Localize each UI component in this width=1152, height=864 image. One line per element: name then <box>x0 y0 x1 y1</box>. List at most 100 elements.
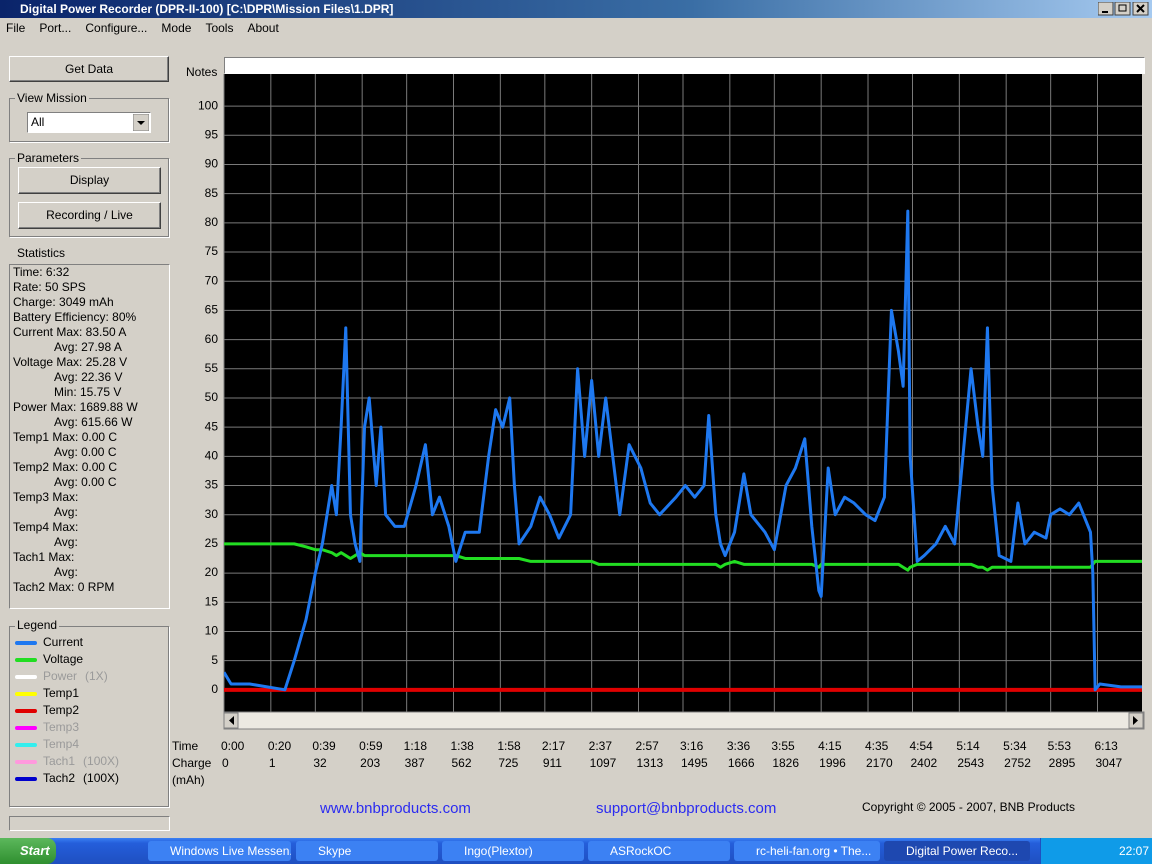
taskbar: Start 22:07 Windows Live Messen... Skype I… <box>0 838 1152 864</box>
x2-tick-label: 725 <box>498 756 518 770</box>
taskbar-button[interactable]: Windows Live Messen... <box>148 841 291 861</box>
legend-swatch <box>15 640 37 645</box>
legend-swatch <box>15 742 37 747</box>
legend-swatch <box>15 725 37 730</box>
y-tick-label: 60 <box>205 332 219 346</box>
legend-label: Tach2 <box>43 771 76 785</box>
x2-tick-label: 32 <box>313 756 327 770</box>
maximize-button[interactable] <box>1114 2 1131 16</box>
view-mission-group <box>9 98 169 142</box>
y-tick-label: 95 <box>205 127 219 141</box>
notes-input[interactable] <box>224 57 1145 74</box>
legend-scale: (100X) <box>83 771 120 785</box>
x-tick-label: 0:39 <box>312 739 336 753</box>
menu-item[interactable]: Mode <box>161 21 192 35</box>
clock: 22:07 <box>1119 844 1150 858</box>
x-tick-label: 4:15 <box>818 739 842 753</box>
legend-label: Current <box>43 635 84 649</box>
taskbar-button[interactable]: Ingo(Plextor) <box>442 841 584 861</box>
combo-arrow[interactable] <box>133 114 149 131</box>
x2-tick-label: 911 <box>543 756 562 770</box>
display-button[interactable]: Display <box>18 167 161 194</box>
y-tick-label: 15 <box>205 594 219 608</box>
statistic-line: Avg: <box>54 565 78 579</box>
statistic-line: Avg: <box>54 505 78 519</box>
menu-item[interactable]: Configure... <box>85 21 148 35</box>
legend-label: Power <box>43 669 78 683</box>
statistic-line: Avg: <box>54 535 78 549</box>
x-tick-label: 0:20 <box>268 739 292 753</box>
x-tick-label: 0:00 <box>221 739 245 753</box>
x2-tick-label: 3047 <box>1096 756 1123 770</box>
x-tick-label: 1:38 <box>451 739 475 753</box>
legend-group <box>9 626 169 807</box>
title-bar: Digital Power Recorder (DPR-II-100) [C:\… <box>0 0 1152 18</box>
legend-swatch <box>15 708 37 713</box>
y-tick-label: 5 <box>211 653 218 667</box>
get-data-button[interactable]: Get Data <box>9 56 169 82</box>
statistic-line: Current Max: 83.50 A <box>13 325 127 339</box>
group-label: View Mission <box>15 91 89 105</box>
legend-entry: Temp2 <box>9 702 167 719</box>
scrollbar[interactable] <box>223 711 1145 730</box>
email-link[interactable]: support@bnbproducts.com <box>596 800 777 817</box>
menu-item[interactable]: File <box>6 21 26 35</box>
x2-tick-label: 1097 <box>590 756 617 770</box>
x-tick-label: 1:18 <box>404 739 428 753</box>
taskbar-button[interactable]: ASRockOC <box>588 841 730 861</box>
statistic-line: Power Max: 1689.88 W <box>13 400 138 414</box>
x2-tick-label: 2752 <box>1004 756 1031 770</box>
legend-swatch <box>15 776 37 781</box>
y-tick-label: 0 <box>211 682 218 696</box>
statistic-line: Avg: 615.66 W <box>54 415 133 429</box>
start-button[interactable]: Start <box>0 838 56 864</box>
minimize-button[interactable] <box>1098 2 1114 16</box>
window-controls <box>1098 2 1149 16</box>
x-tick-label: 1:58 <box>497 739 521 753</box>
notes-label: Notes <box>186 65 218 79</box>
y-tick-label: 85 <box>205 186 219 200</box>
statistic-line: Avg: 22.36 V <box>54 370 123 384</box>
legend-scale: (1X) <box>85 669 108 683</box>
x2-tick-label: 2170 <box>866 756 893 770</box>
legend-label: Temp4 <box>43 737 80 751</box>
x-tick-label: 3:55 <box>771 739 795 753</box>
mission-combo[interactable]: All <box>27 112 151 133</box>
website-link[interactable]: www.bnbproducts.com <box>320 800 471 817</box>
x2-tick-label: 387 <box>405 756 425 770</box>
legend-swatch <box>15 691 37 696</box>
menu-item[interactable]: Tools <box>205 21 234 35</box>
statistic-line: Time: 6:32 <box>13 265 70 279</box>
y-tick-label: 10 <box>205 624 219 638</box>
legend-label: Voltage <box>43 652 84 666</box>
statistic-line: Temp1 Max: 0.00 C <box>13 430 118 444</box>
y-tick-label: 75 <box>205 244 219 258</box>
x-tick-label: 0:59 <box>359 739 383 753</box>
close-button[interactable] <box>1132 2 1149 16</box>
statistic-line: Avg: 27.98 A <box>54 340 122 354</box>
legend-label: Tach1 <box>43 754 76 768</box>
x2-tick-label: 1495 <box>681 756 708 770</box>
legend-entry: Temp3 <box>9 719 167 736</box>
x-tick-label: 2:17 <box>542 739 566 753</box>
recording-live-button[interactable]: Recording / Live <box>18 202 161 229</box>
taskbar-button[interactable]: Digital Power Reco... <box>884 841 1030 861</box>
system-tray: 22:07 <box>1040 838 1152 864</box>
taskbar-button[interactable]: rc-heli-fan.org • The... <box>734 841 880 861</box>
statistic-line: Min: 15.75 V <box>54 385 122 399</box>
y-tick-label: 45 <box>205 419 219 433</box>
menu-item[interactable]: About <box>247 21 279 35</box>
legend-entry: Tach1 (100X) <box>9 753 167 770</box>
taskbar-button[interactable]: Skype <box>296 841 438 861</box>
legend-entry: Temp1 <box>9 685 167 702</box>
legend-entry: Temp4 <box>9 736 167 753</box>
statistic-line: Avg: 0.00 C <box>54 475 117 489</box>
group-label: Legend <box>15 618 60 632</box>
x-tick-label: 5:53 <box>1048 739 1072 753</box>
menu-item[interactable]: Port... <box>39 21 72 35</box>
x-tick-label: 4:35 <box>865 739 889 753</box>
x2-tick-label: 1 <box>269 756 276 770</box>
y-tick-label: 100 <box>198 98 218 112</box>
x2-tick-label: 203 <box>360 756 380 770</box>
